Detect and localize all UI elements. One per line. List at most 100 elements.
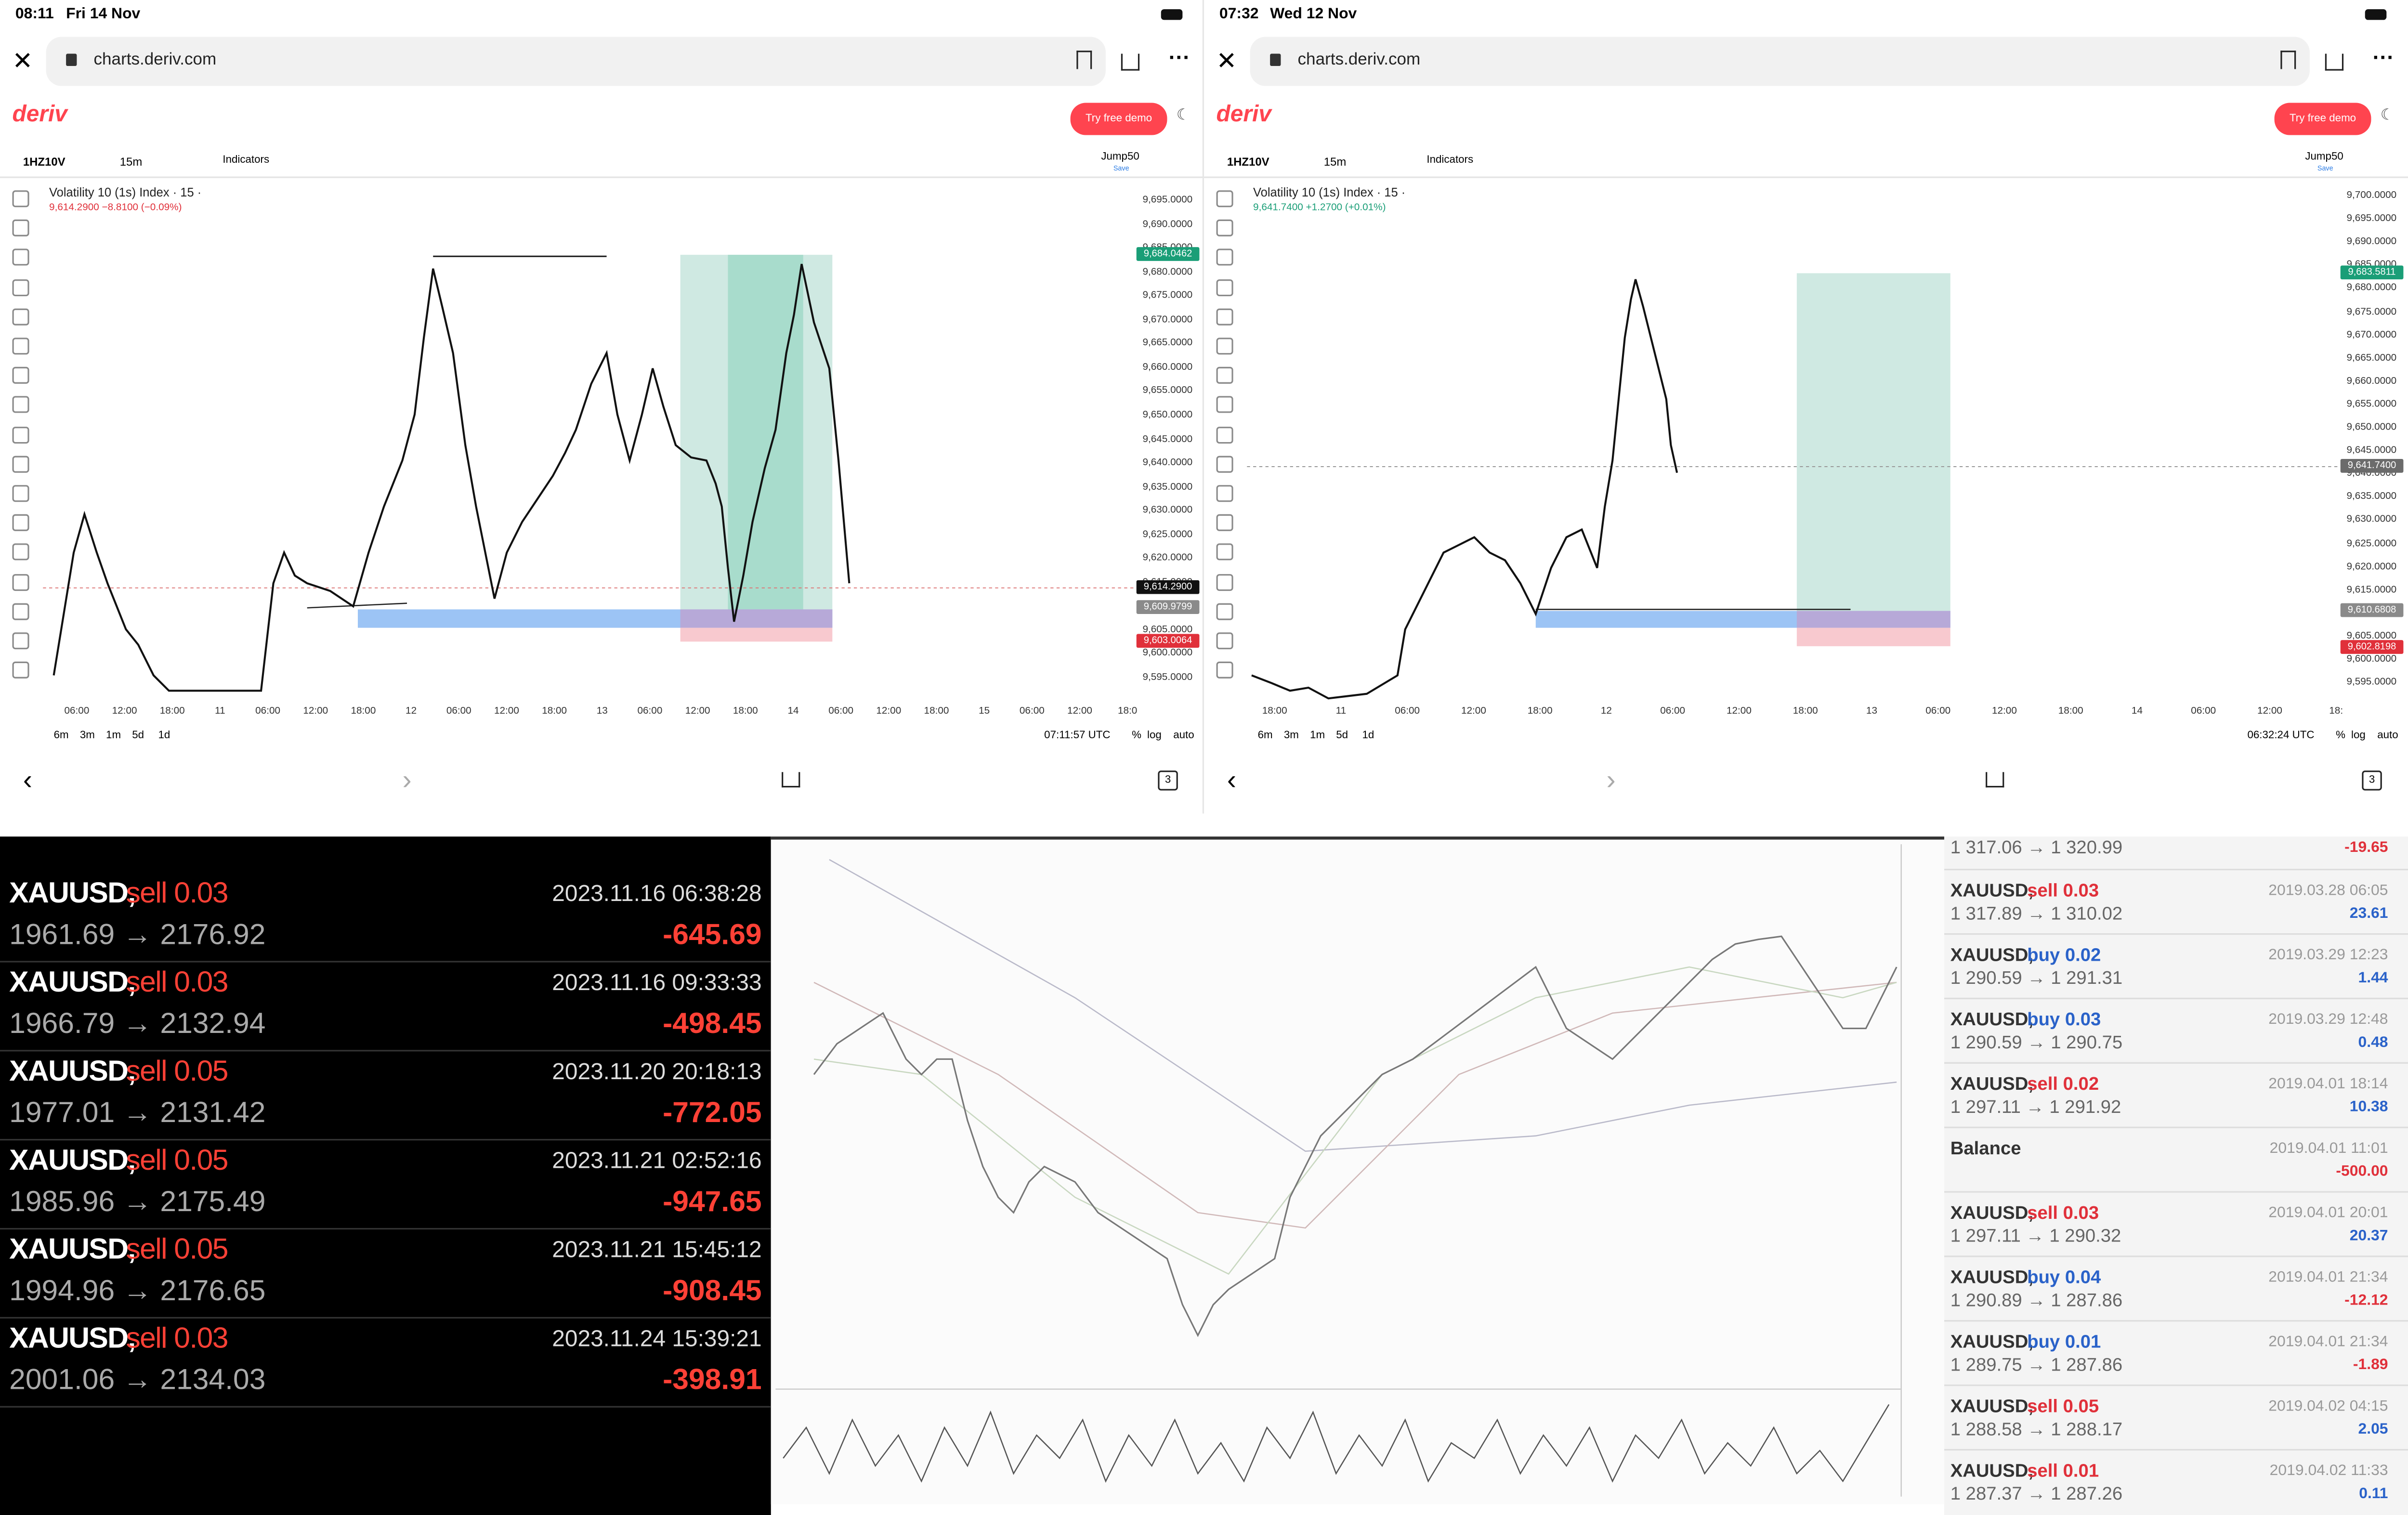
drawing-tool[interactable] bbox=[12, 220, 29, 237]
trade-prices: 1 290.59 → 1 291.31 bbox=[1950, 967, 2123, 989]
market-selector[interactable]: Jump50 bbox=[1101, 152, 1139, 163]
drawing-tool[interactable] bbox=[12, 485, 29, 502]
range-button[interactable]: 1m bbox=[1310, 731, 1325, 742]
interval-selector[interactable]: 15m bbox=[119, 155, 143, 169]
trade-prices: 1 317.06 → 1 320.99 bbox=[1950, 836, 2123, 858]
drawing-tool[interactable] bbox=[12, 308, 29, 326]
drawing-tool[interactable] bbox=[1216, 485, 1233, 502]
interval-selector[interactable]: 15m bbox=[1323, 155, 1347, 169]
share-button[interactable] bbox=[2325, 53, 2344, 71]
drawing-tool[interactable] bbox=[1216, 573, 1233, 590]
drawing-tool[interactable] bbox=[1216, 456, 1233, 473]
close-button[interactable]: ✕ bbox=[1216, 49, 1237, 76]
nav-home[interactable] bbox=[1986, 772, 2004, 788]
trade-side: sell 0.05 bbox=[126, 1056, 228, 1088]
nav-forward[interactable]: › bbox=[402, 764, 412, 796]
nav-home[interactable] bbox=[782, 772, 800, 788]
price-tag: 9,609.9799 bbox=[1136, 600, 1200, 614]
drawing-tool[interactable] bbox=[1216, 278, 1233, 296]
drawing-tool[interactable] bbox=[1216, 514, 1233, 532]
scale-option[interactable]: auto bbox=[2377, 731, 2398, 742]
share-button[interactable] bbox=[1121, 53, 1140, 71]
bookmark-button[interactable] bbox=[1076, 51, 1092, 69]
close-button[interactable]: ✕ bbox=[12, 49, 33, 76]
theme-toggle[interactable]: ☾ bbox=[2380, 107, 2395, 125]
row-divider bbox=[0, 1317, 771, 1319]
nav-back[interactable]: ‹ bbox=[23, 764, 32, 796]
indicators-button[interactable]: Indicators bbox=[222, 155, 270, 166]
range-button[interactable]: 5d bbox=[1336, 731, 1348, 742]
range-button[interactable]: 3m bbox=[79, 731, 95, 742]
drawing-tool[interactable] bbox=[12, 338, 29, 355]
drawing-tool[interactable] bbox=[1216, 426, 1233, 443]
scale-option[interactable]: log bbox=[2351, 731, 2366, 742]
tabs-button[interactable]: 3 bbox=[1158, 771, 1178, 791]
drawing-tool[interactable] bbox=[12, 632, 29, 650]
tp-zone-inner bbox=[728, 255, 803, 610]
url[interactable]: charts.deriv.com bbox=[1297, 51, 1421, 69]
drawing-tool[interactable] bbox=[1216, 338, 1233, 355]
range-button[interactable]: 3m bbox=[1283, 731, 1299, 742]
market-selector[interactable]: Jump50 bbox=[2305, 152, 2343, 163]
time-axis-label: 06:00 bbox=[255, 706, 281, 717]
indicators-button[interactable]: Indicators bbox=[1426, 155, 1474, 166]
drawing-tool[interactable] bbox=[12, 367, 29, 384]
drawing-tool[interactable] bbox=[12, 396, 29, 414]
drawing-tool[interactable] bbox=[12, 278, 29, 296]
drawing-tool[interactable] bbox=[1216, 220, 1233, 237]
drawing-tool[interactable] bbox=[1216, 308, 1233, 326]
drawing-tool[interactable] bbox=[12, 514, 29, 532]
drawing-tool[interactable] bbox=[12, 662, 29, 679]
more-button[interactable]: ··· bbox=[2372, 44, 2395, 69]
theme-toggle[interactable]: ☾ bbox=[1176, 107, 1191, 125]
drawing-tool[interactable] bbox=[1216, 190, 1233, 208]
drawing-tool[interactable] bbox=[1216, 632, 1233, 650]
drawing-tool[interactable] bbox=[12, 456, 29, 473]
drawing-tool[interactable] bbox=[12, 190, 29, 208]
drawing-tool[interactable] bbox=[12, 426, 29, 443]
drawing-tool[interactable] bbox=[1216, 544, 1233, 561]
symbol-selector[interactable]: 1HZ10V bbox=[23, 155, 65, 169]
scale-option[interactable]: auto bbox=[1173, 731, 1194, 742]
bookmark-button[interactable] bbox=[2280, 51, 2296, 69]
drawing-tool[interactable] bbox=[1216, 662, 1233, 679]
price-axis-label: 9,680.0000 bbox=[2346, 283, 2397, 294]
time-axis-label: 18:00 bbox=[351, 706, 376, 717]
price-axis-label: 9,625.0000 bbox=[2346, 538, 2397, 549]
cta-button[interactable]: Try free demo bbox=[1070, 103, 1167, 135]
scale-option[interactable]: % bbox=[1132, 731, 1142, 742]
more-button[interactable]: ··· bbox=[1168, 44, 1191, 69]
brand[interactable]: deriv bbox=[1216, 101, 1271, 128]
drawing-tool[interactable] bbox=[1216, 396, 1233, 414]
range-button[interactable]: 5d bbox=[132, 731, 144, 742]
cta-button[interactable]: Try free demo bbox=[2274, 103, 2371, 135]
range-button[interactable]: 1d bbox=[1362, 731, 1374, 742]
time-axis-label: 18:00 bbox=[1793, 706, 1818, 717]
nav-back[interactable]: ‹ bbox=[1227, 764, 1236, 796]
drawing-tool[interactable] bbox=[12, 544, 29, 561]
drawing-tool[interactable] bbox=[1216, 367, 1233, 384]
trade-profit: -398.91 bbox=[663, 1364, 762, 1397]
drawing-tool[interactable] bbox=[12, 573, 29, 590]
brand[interactable]: deriv bbox=[12, 101, 67, 128]
trade-time: 2019.03.29 12:48 bbox=[2268, 1011, 2388, 1029]
range-button[interactable]: 6m bbox=[53, 731, 69, 742]
scale-option[interactable]: log bbox=[1147, 731, 1162, 742]
trade-side: sell 0.01 bbox=[2027, 1460, 2099, 1481]
trade-symbol: XAUUSD, bbox=[1950, 1395, 2033, 1417]
trade-side: sell 0.03 bbox=[2027, 879, 2099, 901]
range-button[interactable]: 1d bbox=[158, 731, 170, 742]
nav-forward[interactable]: › bbox=[1606, 764, 1616, 796]
range-button[interactable]: 6m bbox=[1257, 731, 1273, 742]
drawing-tool[interactable] bbox=[12, 249, 29, 266]
url[interactable]: charts.deriv.com bbox=[93, 51, 217, 69]
drawing-tool[interactable] bbox=[1216, 603, 1233, 620]
trade-symbol: XAUUSD, bbox=[9, 967, 136, 1000]
tabs-button[interactable]: 3 bbox=[2362, 771, 2382, 791]
drawing-tool[interactable] bbox=[1216, 249, 1233, 266]
range-button[interactable]: 1m bbox=[106, 731, 121, 742]
drawing-tool[interactable] bbox=[12, 603, 29, 620]
symbol-selector[interactable]: 1HZ10V bbox=[1227, 155, 1269, 169]
scale-option[interactable]: % bbox=[2336, 731, 2346, 742]
